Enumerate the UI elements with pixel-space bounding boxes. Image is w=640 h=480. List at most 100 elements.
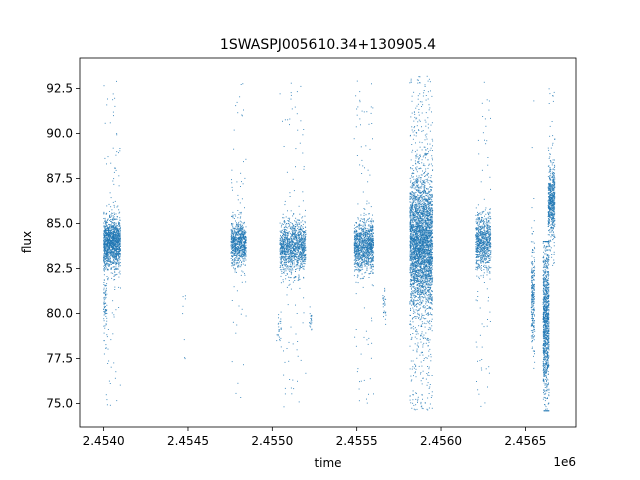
- data-point: [303, 252, 305, 254]
- data-point: [428, 387, 430, 389]
- data-point: [230, 230, 232, 232]
- data-point: [293, 255, 295, 257]
- data-point: [231, 231, 233, 233]
- data-point: [362, 191, 364, 193]
- data-point: [360, 255, 362, 257]
- data-point: [368, 243, 369, 245]
- data-point: [289, 254, 291, 256]
- data-point: [365, 248, 367, 250]
- data-point: [356, 265, 358, 267]
- data-point: [363, 251, 365, 253]
- data-point: [290, 260, 292, 262]
- data-point: [231, 260, 233, 261]
- data-point: [371, 239, 373, 241]
- data-point: [294, 228, 296, 230]
- data-point: [293, 249, 295, 251]
- data-point: [304, 221, 306, 223]
- data-point: [368, 245, 369, 247]
- data-point: [234, 246, 236, 248]
- data-point: [289, 251, 291, 253]
- data-point: [240, 243, 241, 245]
- data-point: [241, 229, 243, 231]
- data-point: [114, 226, 116, 228]
- data-point: [298, 233, 300, 235]
- data-point: [364, 223, 366, 225]
- data-point: [365, 246, 367, 248]
- data-point: [298, 252, 300, 254]
- data-point: [113, 248, 115, 250]
- data-point: [360, 257, 362, 259]
- data-point: [302, 237, 304, 239]
- data-point: [111, 220, 113, 222]
- data-point: [231, 232, 233, 234]
- data-point: [235, 257, 237, 259]
- data-point: [244, 241, 246, 243]
- data-point: [245, 255, 247, 257]
- data-point: [284, 252, 285, 254]
- data-point: [281, 263, 282, 265]
- data-point: [288, 262, 289, 264]
- data-point: [110, 267, 112, 269]
- data-point: [110, 243, 112, 245]
- data-point: [298, 277, 300, 278]
- data-point: [106, 163, 107, 165]
- data-point: [234, 252, 236, 254]
- data-point: [232, 255, 234, 257]
- data-point: [285, 247, 287, 249]
- data-point: [424, 153, 426, 155]
- data-point: [294, 239, 296, 241]
- data-point: [232, 223, 234, 225]
- data-point: [302, 322, 304, 324]
- data-point: [290, 273, 292, 275]
- data-point: [370, 357, 372, 359]
- data-point: [103, 318, 105, 320]
- data-point: [114, 200, 116, 202]
- data-point: [359, 236, 361, 237]
- data-point: [292, 241, 294, 243]
- data-point: [354, 238, 356, 240]
- data-point: [290, 255, 292, 257]
- data-point: [417, 236, 418, 237]
- data-point: [355, 251, 357, 253]
- data-point: [107, 239, 109, 241]
- data-point: [304, 239, 306, 241]
- data-point: [105, 225, 107, 227]
- data-point: [115, 233, 117, 235]
- data-point: [359, 256, 361, 258]
- data-point: [361, 241, 363, 243]
- data-point: [281, 239, 283, 241]
- data-point: [108, 380, 110, 382]
- data-point: [103, 300, 105, 302]
- data-point: [297, 219, 299, 221]
- data-point: [235, 248, 237, 249]
- data-point: [290, 235, 292, 237]
- data-point: [280, 266, 282, 268]
- data-point: [105, 247, 107, 249]
- data-point: [282, 241, 284, 243]
- data-point: [291, 235, 293, 236]
- data-point: [118, 245, 120, 247]
- data-point: [357, 255, 359, 257]
- data-point: [108, 227, 110, 229]
- data-point: [297, 227, 299, 229]
- data-point: [239, 228, 241, 230]
- data-point: [290, 256, 292, 258]
- data-point: [105, 245, 107, 246]
- data-point: [362, 238, 364, 240]
- data-point: [109, 264, 111, 266]
- data-point: [244, 207, 245, 209]
- data-point: [106, 249, 108, 251]
- data-point: [104, 228, 106, 230]
- data-point: [288, 252, 290, 254]
- data-point: [106, 304, 108, 306]
- data-point: [110, 230, 111, 232]
- data-point: [294, 230, 296, 232]
- data-point: [230, 233, 232, 235]
- data-point: [292, 247, 294, 248]
- data-point: [358, 255, 360, 257]
- data-point: [245, 254, 247, 256]
- data-point: [371, 254, 373, 256]
- data-point: [118, 243, 120, 245]
- point-cluster: [103, 268, 108, 342]
- data-point: [358, 249, 359, 250]
